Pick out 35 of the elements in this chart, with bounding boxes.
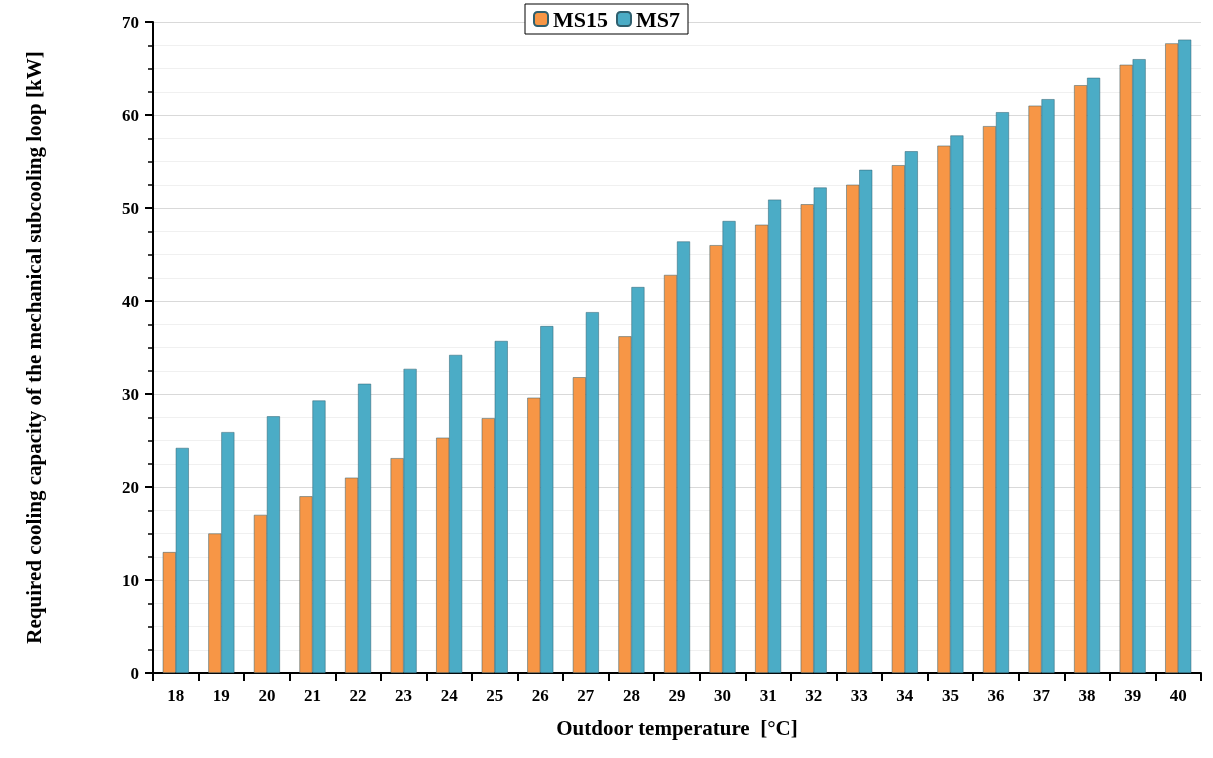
y-tick-label: 30 [122,384,139,404]
x-tick-label: 39 [1124,686,1142,705]
y-tick-label: 50 [122,198,139,218]
y-axis-title: Required cooling capacity of the mechanical subcooling loop [kW] [22,51,46,644]
x-tick-label: 40 [1169,686,1187,705]
x-tick-label: 23 [395,686,413,705]
x-tick-label: 37 [1033,686,1051,705]
x-tick-label: 22 [349,686,367,705]
x-tick-label: 21 [303,686,321,705]
y-tick-label: 10 [122,570,139,590]
x-tick-label: 30 [714,686,732,705]
x-tick-label: 35 [941,686,959,705]
x-tick-label: 32 [805,686,823,705]
x-tick-label: 33 [850,686,868,705]
y-tick-label: 60 [122,105,139,125]
y-tick-label: 0 [130,663,139,683]
x-tick-label: 36 [987,686,1005,705]
x-tick-label: 24 [440,686,459,705]
x-tick-label: 18 [167,686,185,705]
y-tick-label: 20 [122,477,139,497]
x-axis-title: Outdoor temperature [°C] [556,715,798,740]
x-tick-label: 34 [896,686,914,705]
x-tick-label: 25 [486,686,504,705]
y-tick-label: 70 [122,12,139,32]
x-tick-label: 19 [212,686,230,705]
legend-label: MS15 [553,6,608,32]
x-tick-label: 27 [577,686,595,705]
x-tick-label: 31 [759,686,777,705]
x-tick-label: 20 [258,686,276,705]
x-tick-label: 29 [668,686,686,705]
x-tick-label: 38 [1078,686,1096,705]
legend-label: MS7 [636,6,680,32]
y-tick-label: 40 [122,291,139,311]
x-tick-label: 28 [622,686,640,705]
x-tick-label: 26 [531,686,549,705]
